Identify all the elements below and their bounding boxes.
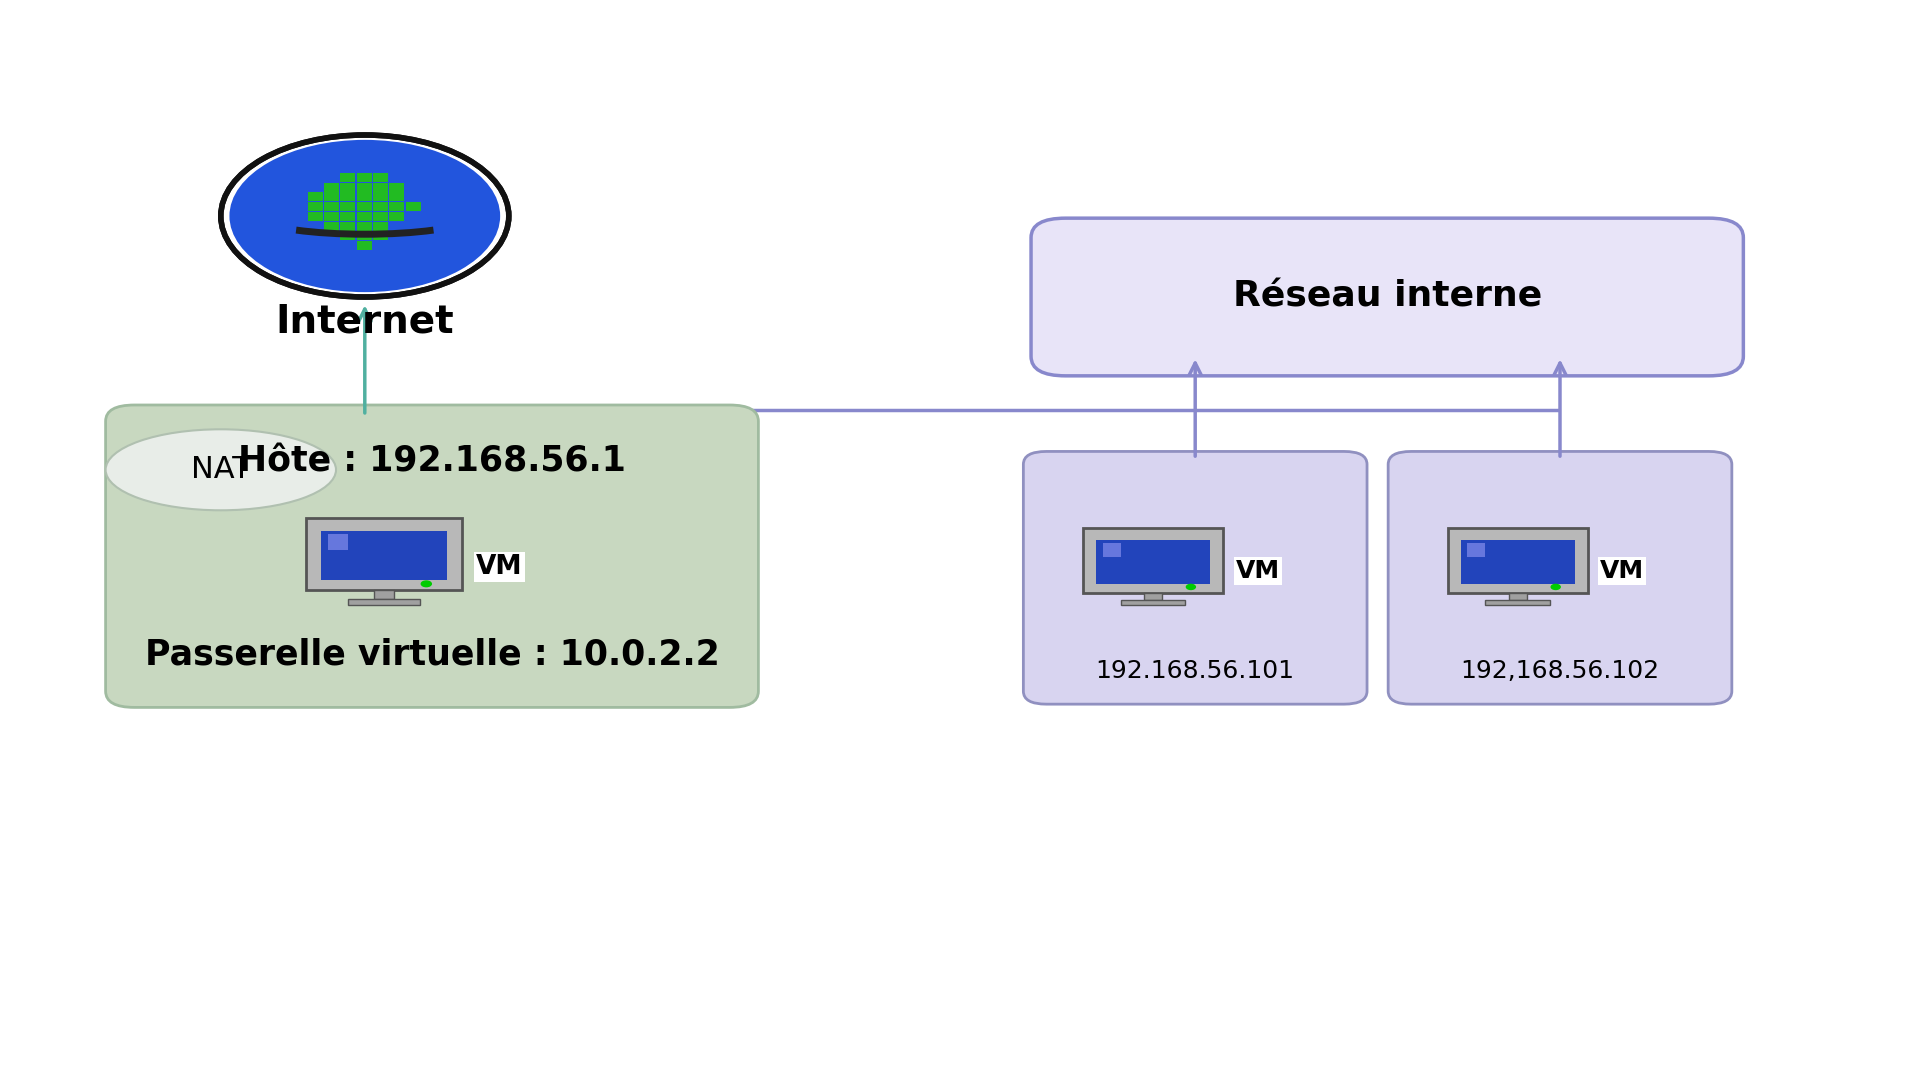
Circle shape [230, 139, 499, 292]
Bar [340, 192, 355, 201]
FancyBboxPatch shape [1467, 542, 1486, 556]
Bar [340, 183, 355, 191]
Bar [372, 183, 388, 191]
Text: Hôte : 192.168.56.1: Hôte : 192.168.56.1 [238, 445, 626, 478]
Bar [307, 212, 323, 220]
Bar [357, 212, 372, 220]
FancyBboxPatch shape [1486, 600, 1549, 606]
Text: VM: VM [1236, 559, 1279, 583]
Bar [390, 212, 405, 220]
Text: VM: VM [476, 554, 522, 580]
Bar [357, 231, 372, 240]
Circle shape [221, 135, 509, 297]
FancyBboxPatch shape [1388, 451, 1732, 704]
FancyBboxPatch shape [1448, 528, 1588, 593]
FancyBboxPatch shape [1509, 593, 1526, 600]
Text: VM: VM [1599, 559, 1644, 583]
Bar [372, 202, 388, 211]
Bar [340, 212, 355, 220]
Circle shape [420, 581, 432, 586]
Bar [372, 192, 388, 201]
Bar [390, 202, 405, 211]
Bar [405, 202, 420, 211]
FancyBboxPatch shape [328, 535, 348, 550]
Circle shape [1187, 584, 1196, 590]
Bar [372, 231, 388, 240]
FancyBboxPatch shape [1102, 542, 1121, 556]
Text: Passerelle virtuelle : 10.0.2.2: Passerelle virtuelle : 10.0.2.2 [144, 638, 720, 672]
Bar [324, 183, 340, 191]
FancyBboxPatch shape [1461, 540, 1574, 584]
FancyBboxPatch shape [321, 531, 447, 580]
Bar [307, 192, 323, 201]
FancyBboxPatch shape [1144, 593, 1162, 600]
Bar [357, 183, 372, 191]
Bar [324, 221, 340, 230]
Text: Internet: Internet [275, 302, 455, 340]
Bar [324, 192, 340, 201]
Bar [340, 221, 355, 230]
Bar [324, 212, 340, 220]
Bar [307, 202, 323, 211]
Text: 192,168.56.102: 192,168.56.102 [1461, 659, 1659, 683]
Text: Réseau interne: Réseau interne [1233, 280, 1542, 314]
Bar [372, 221, 388, 230]
Text: NAT: NAT [190, 456, 252, 484]
FancyBboxPatch shape [348, 599, 420, 605]
Bar [357, 221, 372, 230]
Circle shape [1551, 584, 1561, 590]
Text: 192.168.56.101: 192.168.56.101 [1096, 659, 1294, 683]
Bar [357, 202, 372, 211]
Ellipse shape [106, 430, 336, 511]
Bar [372, 212, 388, 220]
Bar [390, 183, 405, 191]
FancyBboxPatch shape [374, 590, 394, 599]
FancyBboxPatch shape [1023, 451, 1367, 704]
Bar [357, 241, 372, 249]
FancyBboxPatch shape [106, 405, 758, 707]
Bar [324, 202, 340, 211]
Bar [390, 192, 405, 201]
FancyBboxPatch shape [1096, 540, 1210, 584]
FancyBboxPatch shape [1083, 528, 1223, 593]
Bar [340, 173, 355, 181]
FancyBboxPatch shape [305, 518, 463, 590]
FancyBboxPatch shape [1031, 218, 1743, 376]
Bar [372, 173, 388, 181]
Bar [357, 173, 372, 181]
Bar [357, 192, 372, 201]
Bar [340, 231, 355, 240]
Bar [340, 202, 355, 211]
FancyBboxPatch shape [1121, 600, 1185, 606]
